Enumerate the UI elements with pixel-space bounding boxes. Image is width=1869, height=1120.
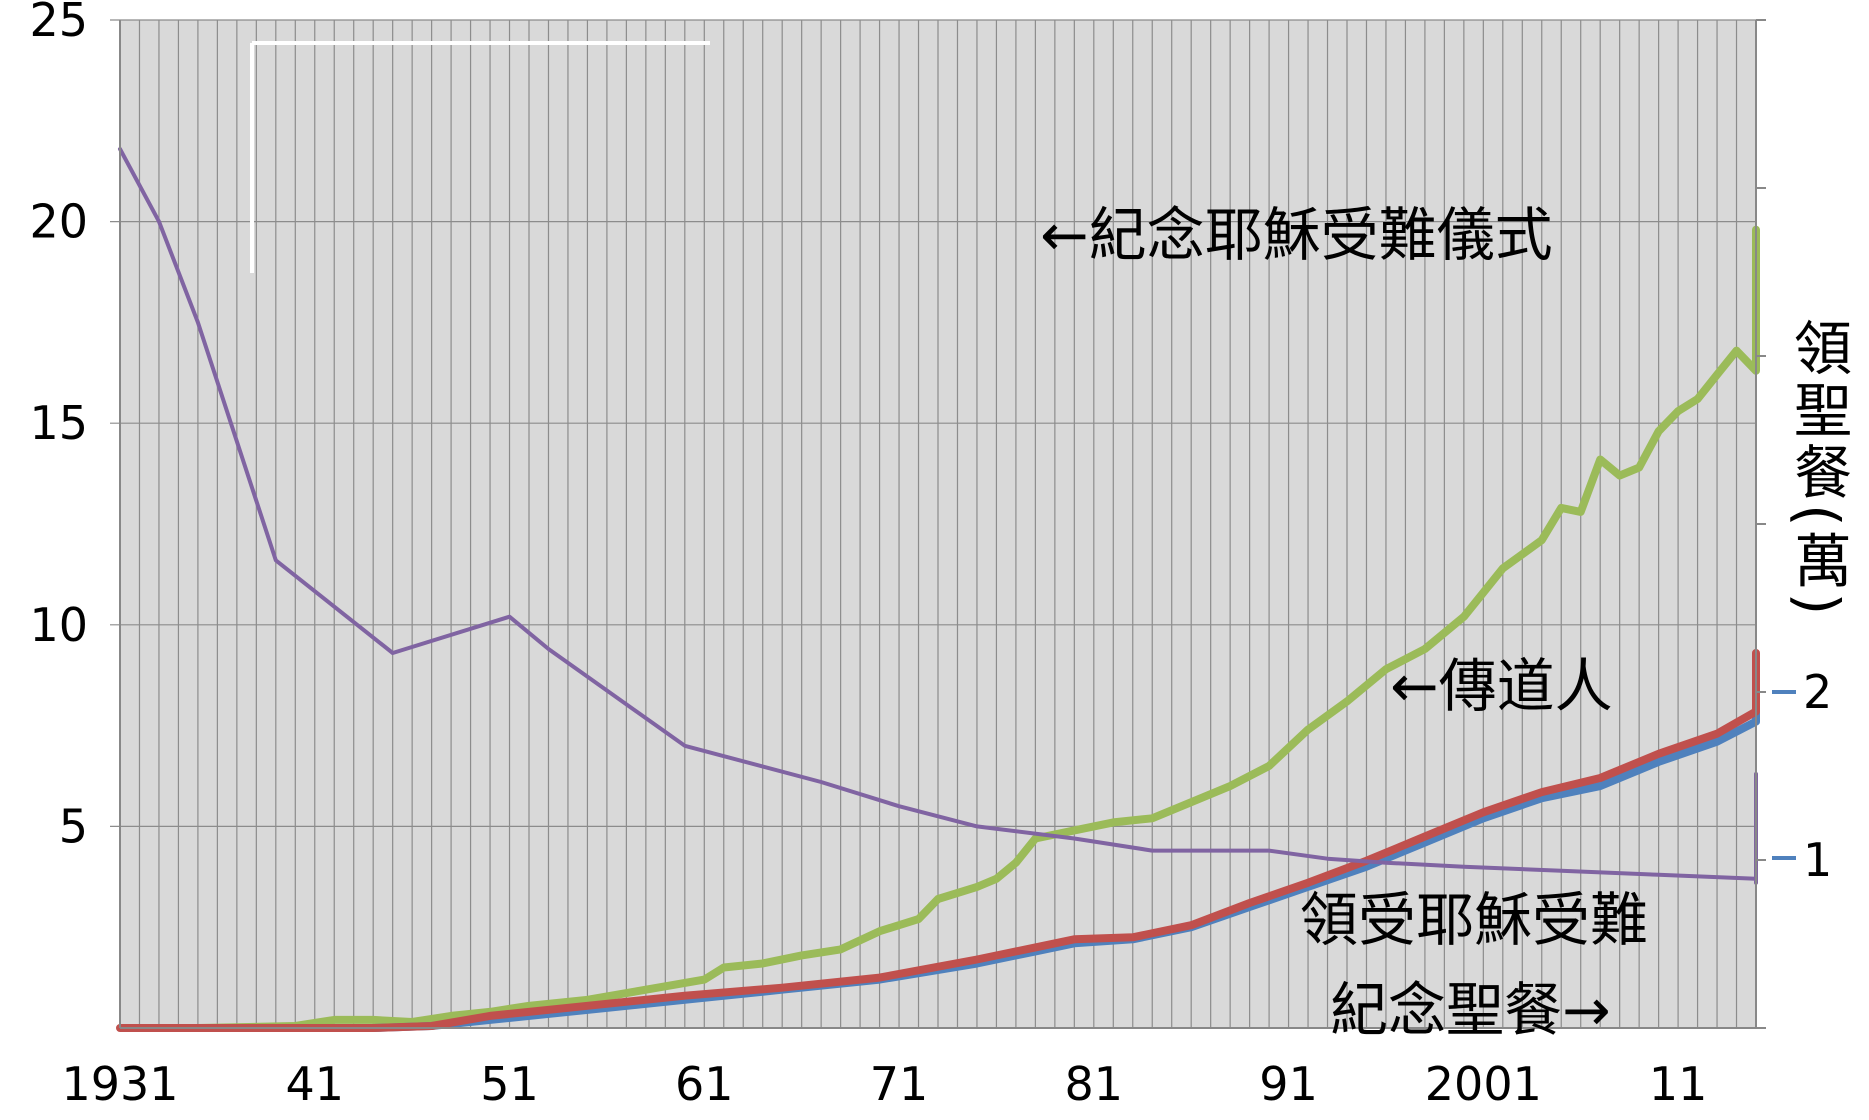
annotation-memorial: ←紀念耶穌受難儀式 bbox=[1040, 201, 1553, 269]
x-tick-label: 81 bbox=[1065, 1057, 1124, 1111]
right-axis-label: 領聖餐(萬) bbox=[1784, 318, 1852, 619]
x-tick-label: 2001 bbox=[1425, 1057, 1542, 1111]
x-tick-label: 51 bbox=[480, 1057, 539, 1111]
y-tick-label: 20 bbox=[29, 195, 88, 249]
x-tick-label: 11 bbox=[1649, 1057, 1708, 1111]
annotation-partakers-line2: 紀念聖餐→ bbox=[1330, 976, 1611, 1044]
y-tick-labels: 5 10 15 20 25 bbox=[29, 0, 88, 853]
legend-frame bbox=[250, 41, 710, 273]
x-tick-label: 91 bbox=[1259, 1057, 1318, 1111]
x-tick-labels: 1931 41 51 61 71 81 91 2001 11 bbox=[61, 1057, 1707, 1111]
right-tick-label-1: 1 bbox=[1803, 833, 1832, 887]
axes bbox=[119, 19, 1766, 1029]
x-tick-label: 1931 bbox=[61, 1057, 178, 1111]
right-tick-label-2: 2 bbox=[1803, 665, 1832, 719]
annotation-partakers-line1: 領受耶穌受難 bbox=[1300, 886, 1648, 954]
y-tick-label: 25 bbox=[29, 0, 88, 47]
right-axis: 2 1 領聖餐(萬) bbox=[1772, 318, 1852, 887]
y-tick-label: 5 bbox=[59, 799, 88, 853]
grid bbox=[110, 19, 1757, 1028]
y-tick-label: 10 bbox=[29, 598, 88, 652]
x-tick-label: 61 bbox=[675, 1057, 734, 1111]
annotation-preachers: ←傳道人 bbox=[1390, 652, 1613, 720]
series-line-2 bbox=[116, 649, 1760, 1032]
x-tick-label: 41 bbox=[285, 1057, 344, 1111]
x-tick-label: 71 bbox=[870, 1057, 929, 1111]
y-tick-label: 15 bbox=[29, 396, 88, 450]
